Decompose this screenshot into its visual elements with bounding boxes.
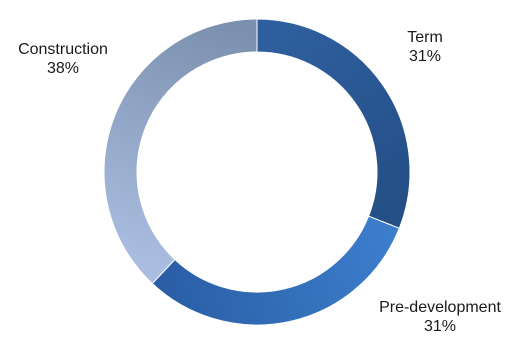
data-label-value: 31% bbox=[424, 318, 456, 335]
slice-pre-development bbox=[151, 215, 400, 326]
data-label-construction: Construction 38% bbox=[18, 41, 108, 77]
data-label-term: Term 31% bbox=[407, 29, 443, 65]
labels-layer: Term 31% Pre-development 31% Construction 38% bbox=[18, 29, 501, 335]
slices-layer bbox=[103, 18, 411, 326]
data-label-name: Term bbox=[407, 29, 443, 46]
slice-term bbox=[256, 18, 411, 229]
data-label-name: Pre-development bbox=[379, 299, 501, 316]
data-label-value: 31% bbox=[409, 48, 441, 65]
data-label-value: 38% bbox=[47, 60, 79, 77]
data-label-name: Construction bbox=[18, 41, 108, 58]
slice-construction bbox=[103, 18, 258, 285]
data-label-pre-development: Pre-development 31% bbox=[379, 299, 501, 335]
